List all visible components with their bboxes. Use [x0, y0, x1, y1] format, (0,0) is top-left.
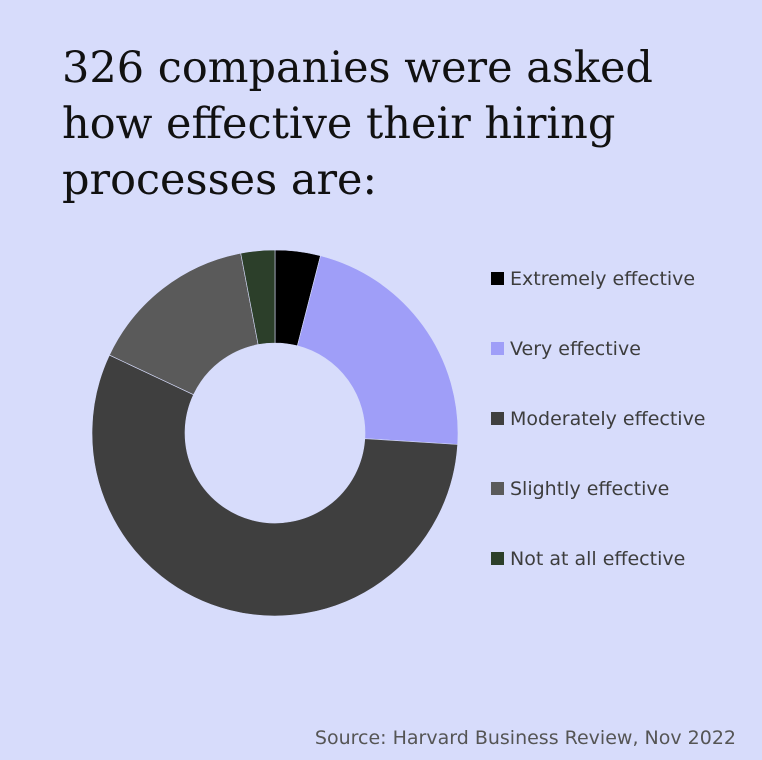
- legend-swatch: [491, 272, 504, 285]
- legend-swatch: [491, 552, 504, 565]
- donut-slice-moderately-effective: [91, 354, 458, 617]
- legend-label: Moderately effective: [510, 408, 706, 430]
- donut-slice-slightly-effective: [109, 252, 259, 396]
- legend-label: Not at all effective: [510, 548, 686, 570]
- chart-legend: Extremely effective Very effective Moderat…: [491, 265, 721, 605]
- legend-item-extremely-effective: Extremely effective: [491, 265, 740, 294]
- legend-label: Very effective: [510, 338, 641, 360]
- legend-label: Slightly effective: [510, 478, 670, 500]
- legend-item-very-effective: Very effective: [491, 335, 740, 364]
- legend-item-not-at-all-effective: Not at all effective: [491, 545, 740, 574]
- donut-slice-very-effective: [297, 255, 459, 445]
- donut-slice-not-at-all-effective: [240, 249, 276, 345]
- legend-item-moderately-effective: Moderately effective: [491, 405, 740, 434]
- source-note: Source: Harvard Business Review, Nov 202…: [314, 727, 736, 749]
- legend-label: Extremely effective: [510, 268, 696, 290]
- legend-swatch: [491, 342, 504, 355]
- legend-item-slightly-effective: Slightly effective: [491, 475, 740, 504]
- legend-swatch: [491, 412, 504, 425]
- legend-swatch: [491, 482, 504, 495]
- chart-title: 326 companies were asked how effective t…: [62, 43, 653, 205]
